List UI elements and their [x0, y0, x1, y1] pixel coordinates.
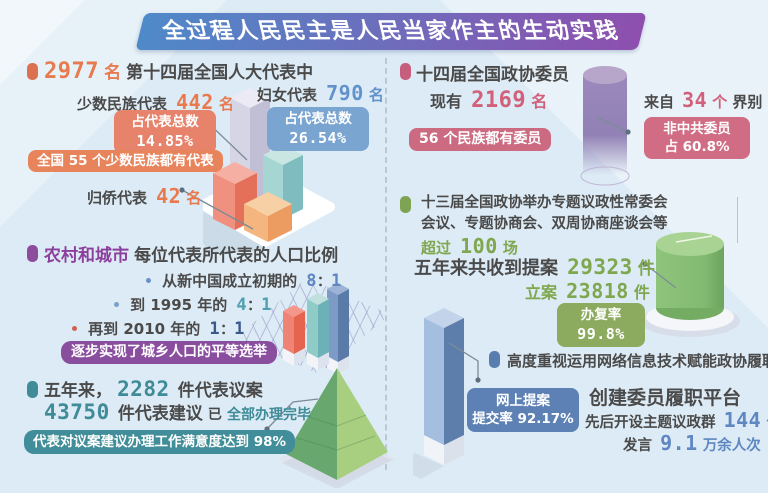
satisfaction-badge: 代表对议案建议办理工作满意度达到 98%	[24, 430, 296, 455]
discussion-groups: 先后开设主题议政群 144 个	[585, 408, 768, 432]
npc-heading: 2977 名 第十四届全国人大代表中	[44, 59, 314, 84]
ratio-item: 从新中国成立初期的 8：1	[146, 270, 342, 291]
cppcc-cylinder-graphic	[580, 66, 630, 186]
cppcc-sectors: 来自 34 个 界别	[644, 88, 763, 112]
reply-rate-badge: 办复率 99.8%	[557, 303, 645, 348]
bar-blue	[327, 283, 349, 374]
cppcc-heading: 十四届全国政协委员	[416, 65, 569, 85]
list-dot	[114, 302, 119, 307]
ethnic-badge: 56 个民族都有委员	[409, 128, 552, 151]
motions-line1: 五年来， 2282 件代表议案	[44, 377, 263, 401]
section-bullet	[400, 63, 411, 80]
ratio-badge: 逐步实现了城乡人口的平等选举	[61, 341, 277, 364]
platform-title: 创建委员履职平台	[589, 387, 742, 409]
proposals-filed: 立案 23818 件	[525, 279, 650, 303]
minority-share-badge: 占代表总数 14.85%	[114, 110, 216, 155]
decorative-line	[737, 197, 738, 243]
women-share-badge: 占代表总数 26.54%	[267, 107, 369, 152]
motions-line2: 43750 件代表建议 已 全部办理完毕	[44, 400, 311, 424]
ratio-heading: 农村和城市 每位代表所代表的人口比例	[44, 246, 339, 266]
ratio-item: 到 1995 年的 4：1	[114, 294, 272, 315]
npc-total-number: 2977	[44, 59, 99, 84]
returned-overseas-deputies: 归侨代表 42 名	[87, 184, 202, 208]
list-dot	[72, 326, 77, 331]
proposals-cylinder-graphic	[640, 232, 740, 337]
list-dot	[146, 278, 151, 283]
meetings-count: 超过 100 场	[421, 234, 518, 258]
cppcc-current: 现有 2169 名	[430, 88, 548, 113]
digital-heading: 高度重视运用网络信息技术赋能政协履职	[507, 352, 768, 370]
women-deputies: 妇女代表 790 名	[257, 81, 384, 105]
section-bullet	[400, 196, 411, 213]
speech-count: 发言 9.1 万余人次	[623, 431, 761, 455]
online-proposal-badge: 网上提案 提交率 92.17%	[467, 388, 579, 433]
minority-note-badge: 全国 55 个少数民族都有代表	[28, 150, 223, 173]
meetings-desc: 十三届全国政协举办专题议政性常委会 会议、专题协商会、双周协商座谈会等	[421, 195, 668, 233]
pyramid-graphic	[278, 368, 396, 488]
section-bullet	[27, 381, 38, 398]
page-title: 全过程人民民主是人民当家作主的生动实践	[159, 19, 623, 44]
section-bullet	[27, 245, 38, 262]
noncpc-badge: 非中共委员 占 60.8%	[644, 117, 750, 160]
section-bullet	[27, 63, 38, 80]
ratio-bar-chart	[283, 283, 349, 374]
proposals-received: 五年来共收到提案 29323 件	[414, 255, 655, 279]
section-bullet	[489, 351, 500, 368]
ratio-item: 再到 2010 年的 1：1	[72, 318, 245, 339]
bar-salmon	[283, 305, 305, 366]
column-divider	[385, 58, 387, 470]
bar-teal	[307, 293, 329, 370]
